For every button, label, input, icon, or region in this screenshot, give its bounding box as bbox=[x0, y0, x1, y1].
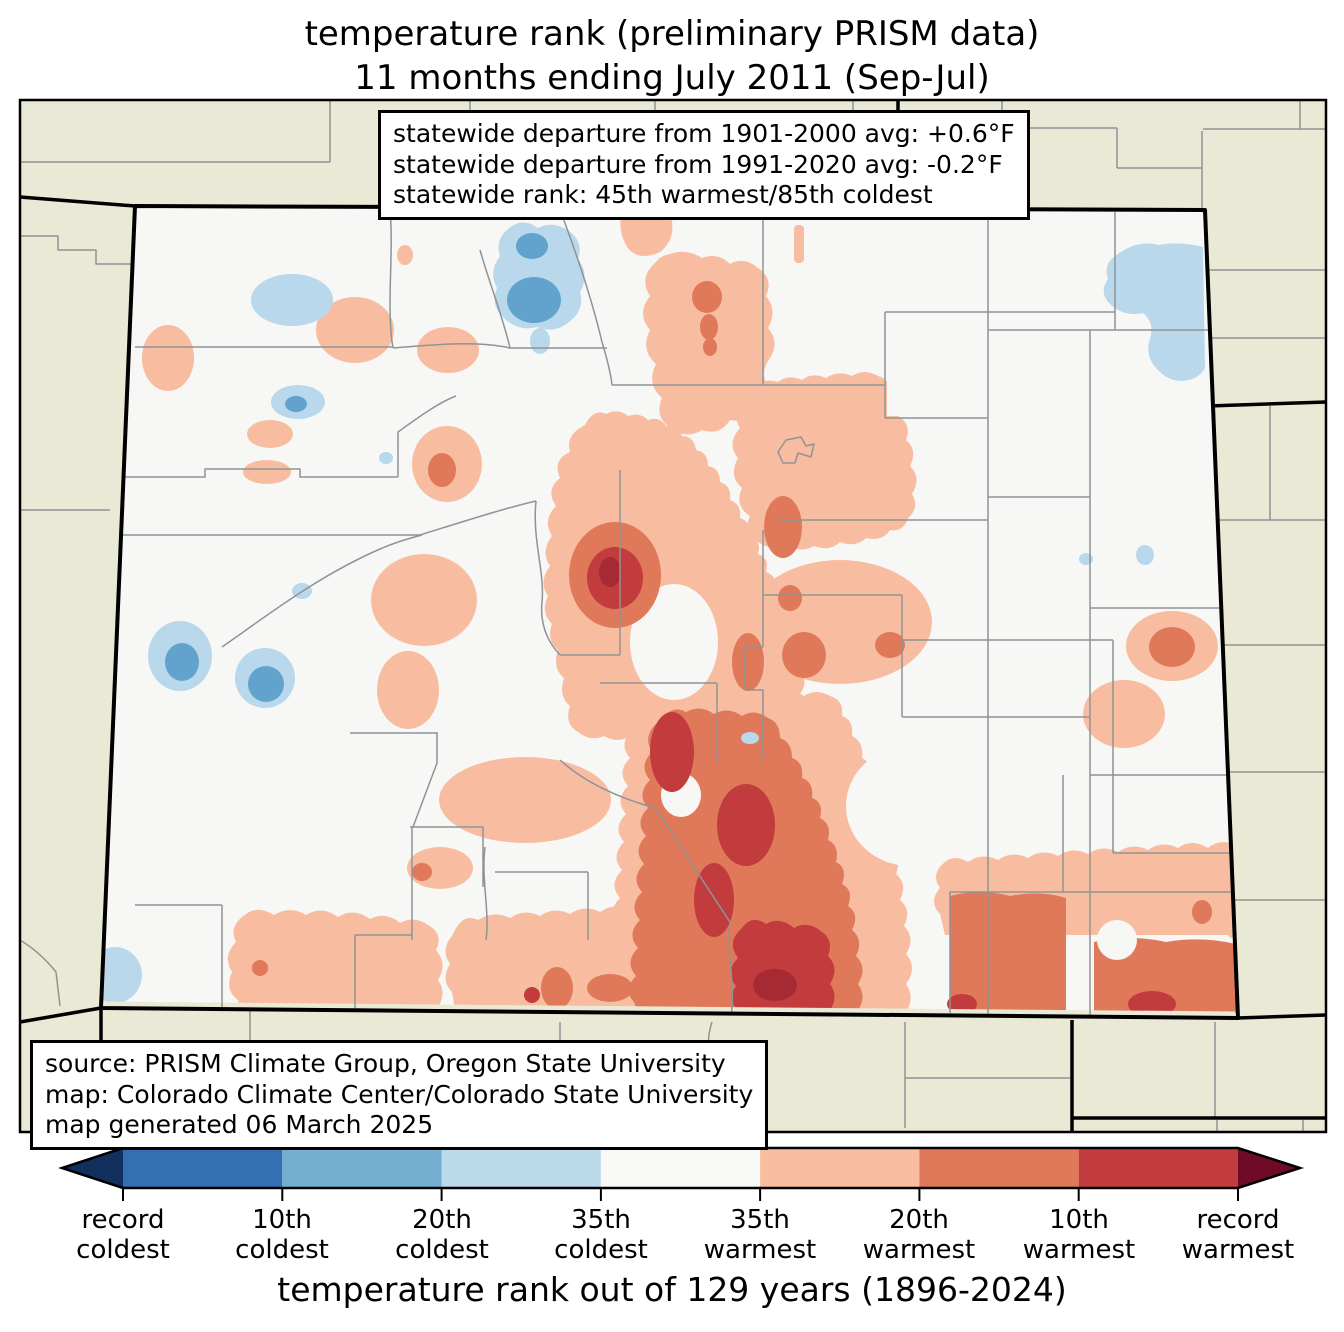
colorbar-ticks bbox=[122, 1188, 1239, 1201]
colorbar-label-10th-warmest: 10th warmest bbox=[1022, 1205, 1136, 1265]
colorado-county-lines bbox=[115, 208, 1238, 1017]
anomaly-mid-cold bbox=[165, 233, 561, 702]
colorbar-caption: temperature rank out of 129 years (1896-… bbox=[277, 1270, 1067, 1309]
colorbar-label-35th-coldest: 35th coldest bbox=[554, 1205, 648, 1265]
colorbar-label-10th-coldest: 10th coldest bbox=[235, 1205, 329, 1265]
anomaly-record-warm bbox=[599, 557, 797, 1001]
colorbar-seg-20th-warmest bbox=[919, 1148, 1079, 1188]
colorbar-label-record-warmest: record warmest bbox=[1181, 1205, 1295, 1265]
colorbar-seg-35th-coldest bbox=[441, 1148, 601, 1188]
colorbar-seg-35th-warmest bbox=[760, 1148, 920, 1188]
colorbar-label-20th-coldest: 20th coldest bbox=[395, 1205, 489, 1265]
source-box: source: PRISM Climate Group, Oregon Stat… bbox=[30, 1040, 769, 1150]
stats-departure-1991-2020: statewide departure from 1991-2020 avg: … bbox=[393, 149, 1003, 179]
colorbar-label-35th-warmest: 35th warmest bbox=[703, 1205, 817, 1265]
colorbar-label-record-coldest: record coldest bbox=[76, 1205, 170, 1265]
colorbar-seg-neutral bbox=[600, 1148, 761, 1188]
colorbar-seg-10th-coldest bbox=[123, 1148, 283, 1188]
map-title-line1: temperature rank (preliminary PRISM data… bbox=[304, 14, 1040, 54]
generated-date-line: map generated 06 March 2025 bbox=[45, 1110, 434, 1139]
neutral-holes bbox=[630, 314, 989, 866]
stats-rank: statewide rank: 45th warmest/85th coldes… bbox=[393, 180, 933, 209]
colorbar-label-20th-warmest: 20th warmest bbox=[862, 1205, 976, 1265]
colorbar-arrow-record-coldest bbox=[62, 1148, 123, 1188]
source-line: source: PRISM Climate Group, Oregon Stat… bbox=[45, 1049, 726, 1078]
colorbar-arrow-record-warmest bbox=[1238, 1148, 1300, 1188]
colorbar bbox=[57, 1146, 1305, 1201]
colorbar-seg-10th-warmest bbox=[1078, 1148, 1238, 1188]
colorbar-seg-20th-coldest bbox=[282, 1148, 442, 1188]
map-credit-line: map: Colorado Climate Center/Colorado St… bbox=[45, 1079, 754, 1109]
stats-departure-1901-2000: statewide departure from 1901-2000 avg: … bbox=[393, 119, 1015, 148]
anomaly-dark-warm bbox=[524, 547, 1176, 1017]
map-title-line2: 11 months ending July 2011 (Sep-Jul) bbox=[354, 58, 990, 98]
statewide-stats-box: statewide departure from 1901-2000 avg: … bbox=[378, 110, 1030, 220]
